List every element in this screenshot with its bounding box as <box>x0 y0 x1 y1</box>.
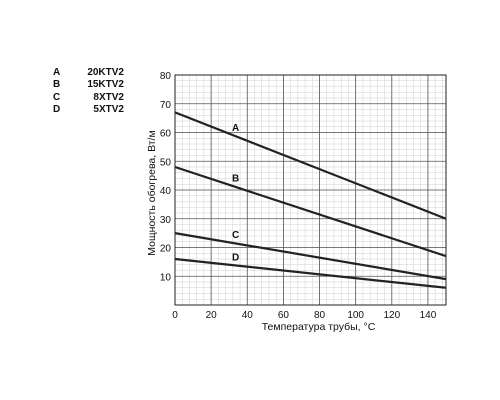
y-tick-label: 40 <box>160 186 172 197</box>
x-tick-label: 140 <box>420 310 437 321</box>
x-tick-label: 20 <box>206 310 218 321</box>
y-tick-label: 60 <box>160 129 172 140</box>
series-label-b: B <box>232 174 239 185</box>
x-axis-title: Температура трубы, °C <box>262 321 376 333</box>
legend-code: D <box>53 103 61 115</box>
legend-item-b: B 15KTV2 <box>53 79 124 91</box>
legend-name: 20KTV2 <box>87 67 124 78</box>
legend-name: 15KTV2 <box>87 79 124 91</box>
legend-code: A <box>53 67 61 78</box>
x-tick-label: 80 <box>314 310 326 321</box>
legend-name: 5XTV2 <box>93 103 124 115</box>
y-tick-label: 50 <box>160 157 172 168</box>
y-tick-label: 80 <box>160 71 172 82</box>
plot-border <box>174 74 447 306</box>
series-label-d: D <box>232 252 239 263</box>
y-axis-title: Мощность обогрева, Вт/м <box>146 130 158 255</box>
legend-item-a: A 20KTV2 <box>53 67 124 79</box>
y-tick-label: 10 <box>160 272 172 283</box>
x-tick-label: 0 <box>172 310 178 321</box>
x-tick-label: 40 <box>242 310 254 321</box>
series-label-c: C <box>232 230 239 241</box>
series-line-c <box>174 232 447 281</box>
x-tick-label: 60 <box>278 310 290 321</box>
x-tick-label: 120 <box>383 310 400 321</box>
legend-code: B <box>53 79 61 91</box>
series-line-a <box>174 111 447 220</box>
x-tick-label: 100 <box>347 310 364 321</box>
series-line-d <box>174 257 447 289</box>
legend-name: 8XTV2 <box>93 91 124 103</box>
y-tick-label: 30 <box>160 215 172 226</box>
legend-code: C <box>53 91 61 103</box>
series-line-b <box>174 165 447 258</box>
legend: A 20KTV2 B 15KTV2 C 8XTV2 D 5XTV2 <box>53 67 124 116</box>
series-label-a: A <box>232 123 239 134</box>
legend-item-c: C 8XTV2 <box>53 92 124 104</box>
y-tick-label: 70 <box>160 100 172 111</box>
y-tick-label: 20 <box>160 244 172 255</box>
legend-item-d: D 5XTV2 <box>53 104 124 116</box>
